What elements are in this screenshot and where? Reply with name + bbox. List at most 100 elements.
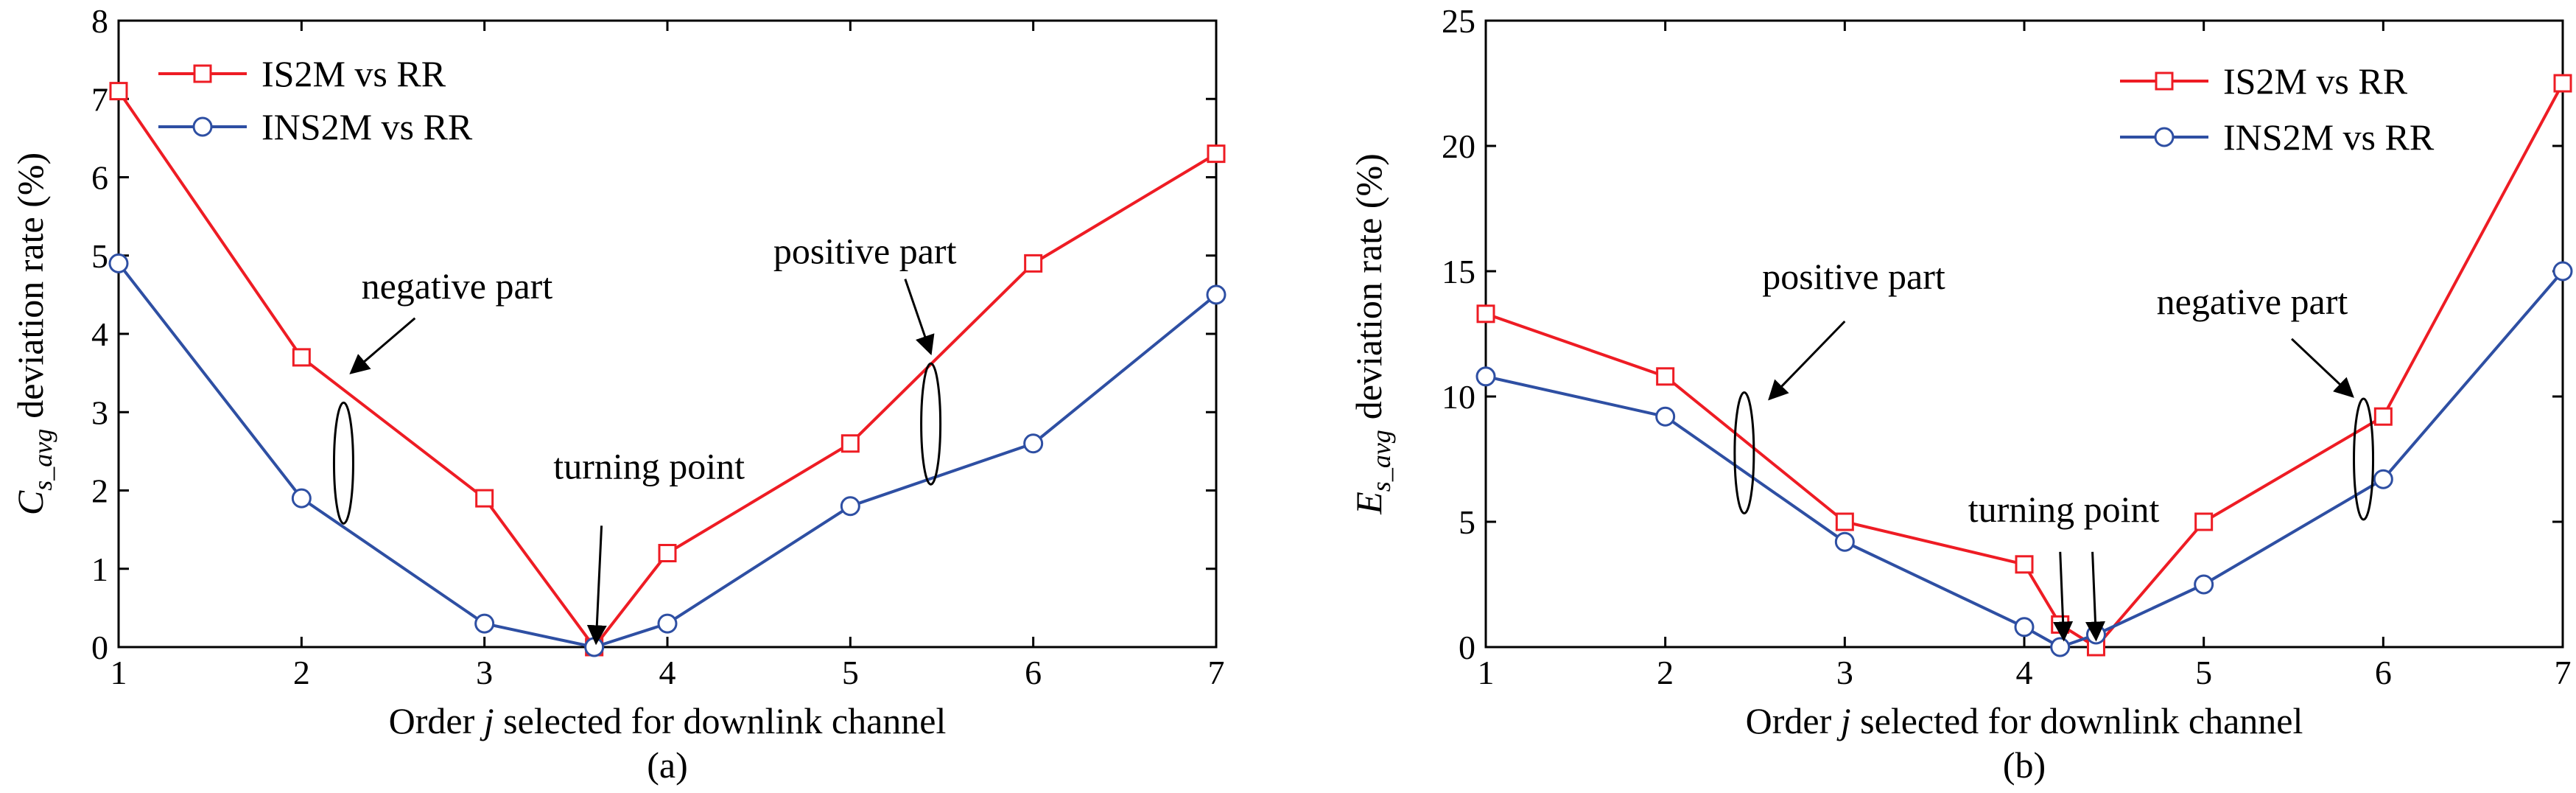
x-tick-label: 2 xyxy=(293,654,310,691)
x-tick-label: 5 xyxy=(842,654,859,691)
annotation-arrow xyxy=(2085,551,2105,642)
data-point-circle xyxy=(1206,284,1226,305)
panel-caption: (b) xyxy=(2003,744,2046,786)
legend-marker-circle xyxy=(192,116,213,137)
data-point-square xyxy=(2553,74,2572,93)
data-point-circle xyxy=(2373,469,2393,489)
legend: IS2M vs RR INS2M vs RR xyxy=(2120,60,2435,158)
x-tick-label: 1 xyxy=(110,654,127,691)
series-line-1 xyxy=(1485,270,2564,649)
data-point-circle xyxy=(840,496,860,517)
x-tick-label: 6 xyxy=(1025,654,1042,691)
data-point-square xyxy=(1656,367,1675,386)
legend-marker-circle xyxy=(2154,127,2175,147)
data-point-square xyxy=(2373,407,2393,426)
y-ticks: 0 1 2 3 4 5 6 7 8 xyxy=(91,2,1216,666)
data-point-circle xyxy=(2014,617,2035,637)
x-tick-label: 4 xyxy=(659,654,676,691)
y-tick-label: 25 xyxy=(1442,2,1475,40)
data-point-circle xyxy=(1475,366,1496,387)
y-ticks: 0 5 10 15 20 25 xyxy=(1442,2,2563,666)
y-tick-label: 20 xyxy=(1442,127,1475,165)
x-tick-label: 3 xyxy=(1836,654,1853,691)
data-point-square xyxy=(840,434,860,453)
y-tick-label: 1 xyxy=(91,551,108,588)
data-point-circle xyxy=(2552,261,2573,282)
y-tick-label: 4 xyxy=(91,315,108,353)
data-point-square xyxy=(1835,512,1854,531)
data-point-circle xyxy=(2050,637,2071,657)
y-axis-label: Cs_avgdeviation rate (%) xyxy=(10,153,57,515)
data-point-circle xyxy=(1023,433,1044,454)
y-tick-label: 7 xyxy=(91,80,108,118)
y-tick-label: 15 xyxy=(1442,253,1475,290)
annotation-ellipse xyxy=(2353,397,2375,521)
x-tick-label: 1 xyxy=(1478,654,1495,691)
annotation-text: negative part xyxy=(2157,281,2348,322)
legend-label-series2: INS2M vs RR xyxy=(262,106,473,147)
y-tick-label: 5 xyxy=(1459,503,1475,541)
legend-label-series1: IS2M vs RR xyxy=(262,53,446,94)
legend-marker-square xyxy=(2155,71,2174,91)
x-tick-label: 4 xyxy=(2016,654,2033,691)
y-tick-label: 2 xyxy=(91,472,108,510)
data-point-circle xyxy=(108,253,129,273)
annotation-arrow xyxy=(349,317,416,374)
annotation-layer: negative part positive part turning point xyxy=(332,230,957,646)
x-axis-label: Order j selected for downlink channel xyxy=(1746,700,2303,741)
annotation-ellipse xyxy=(1733,391,1755,514)
annotation-text: positive part xyxy=(1762,256,1945,297)
annotation-text: turning point xyxy=(1968,489,2160,530)
x-tick-label: 2 xyxy=(1657,654,1674,691)
y-tick-label: 0 xyxy=(91,629,108,666)
data-point-square xyxy=(475,489,494,508)
annotation-layer: positive part negative part turning point xyxy=(1733,256,2375,642)
chart-panel-b: 0 5 10 15 20 25 1 2 3 4 5 6 7 positive part negative… xyxy=(1348,2,2573,786)
x-tick-label: 5 xyxy=(2195,654,2212,691)
data-point-circle xyxy=(474,613,495,634)
series-layer xyxy=(108,82,1226,657)
annotation-arrow xyxy=(2291,338,2354,398)
plot-frame xyxy=(1484,19,2564,649)
x-tick-label: 3 xyxy=(476,654,493,691)
data-point-circle xyxy=(1834,531,1855,552)
data-point-square xyxy=(2015,555,2034,574)
annotation-arrow xyxy=(904,279,935,356)
x-axis-label: Order j selected for downlink channel xyxy=(389,700,947,741)
series-line-0 xyxy=(117,90,1218,649)
x-tick-label: 7 xyxy=(2555,654,2572,691)
data-point-circle xyxy=(2194,574,2214,595)
data-point-square xyxy=(292,348,311,367)
x-tick-label: 6 xyxy=(2375,654,2392,691)
y-tick-label: 5 xyxy=(91,237,108,275)
y-tick-label: 8 xyxy=(91,2,108,40)
legend-label-series2: INS2M vs RR xyxy=(2223,116,2435,158)
data-point-square xyxy=(1476,304,1495,324)
y-axis-label: Es_avgdeviation rate (%) xyxy=(1348,153,1396,514)
data-point-square xyxy=(109,82,128,101)
data-point-circle xyxy=(291,488,312,509)
annotation-text: positive part xyxy=(773,230,957,271)
x-ticks: 1 2 3 4 5 6 7 xyxy=(110,21,1225,691)
data-point-circle xyxy=(657,613,678,634)
annotation-ellipse xyxy=(920,362,942,486)
data-point-square xyxy=(1207,144,1226,164)
x-ticks: 1 2 3 4 5 6 7 xyxy=(1478,21,2572,691)
data-point-square xyxy=(658,544,677,562)
data-point-square xyxy=(2194,512,2214,531)
legend: IS2M vs RR INS2M vs RR xyxy=(158,53,473,147)
y-tick-label: 10 xyxy=(1442,378,1475,416)
data-point-circle xyxy=(584,637,605,657)
y-tick-label: 0 xyxy=(1459,629,1475,666)
data-point-square xyxy=(1024,254,1043,273)
annotation-arrow xyxy=(2053,551,2074,642)
annotation-text: turning point xyxy=(553,446,745,487)
legend-marker-square xyxy=(193,64,212,83)
x-tick-label: 7 xyxy=(1208,654,1225,691)
annotation-arrow xyxy=(586,525,607,646)
annotation-arrow xyxy=(1768,320,1846,401)
data-point-square xyxy=(2051,615,2070,634)
series-layer xyxy=(1475,74,2573,657)
